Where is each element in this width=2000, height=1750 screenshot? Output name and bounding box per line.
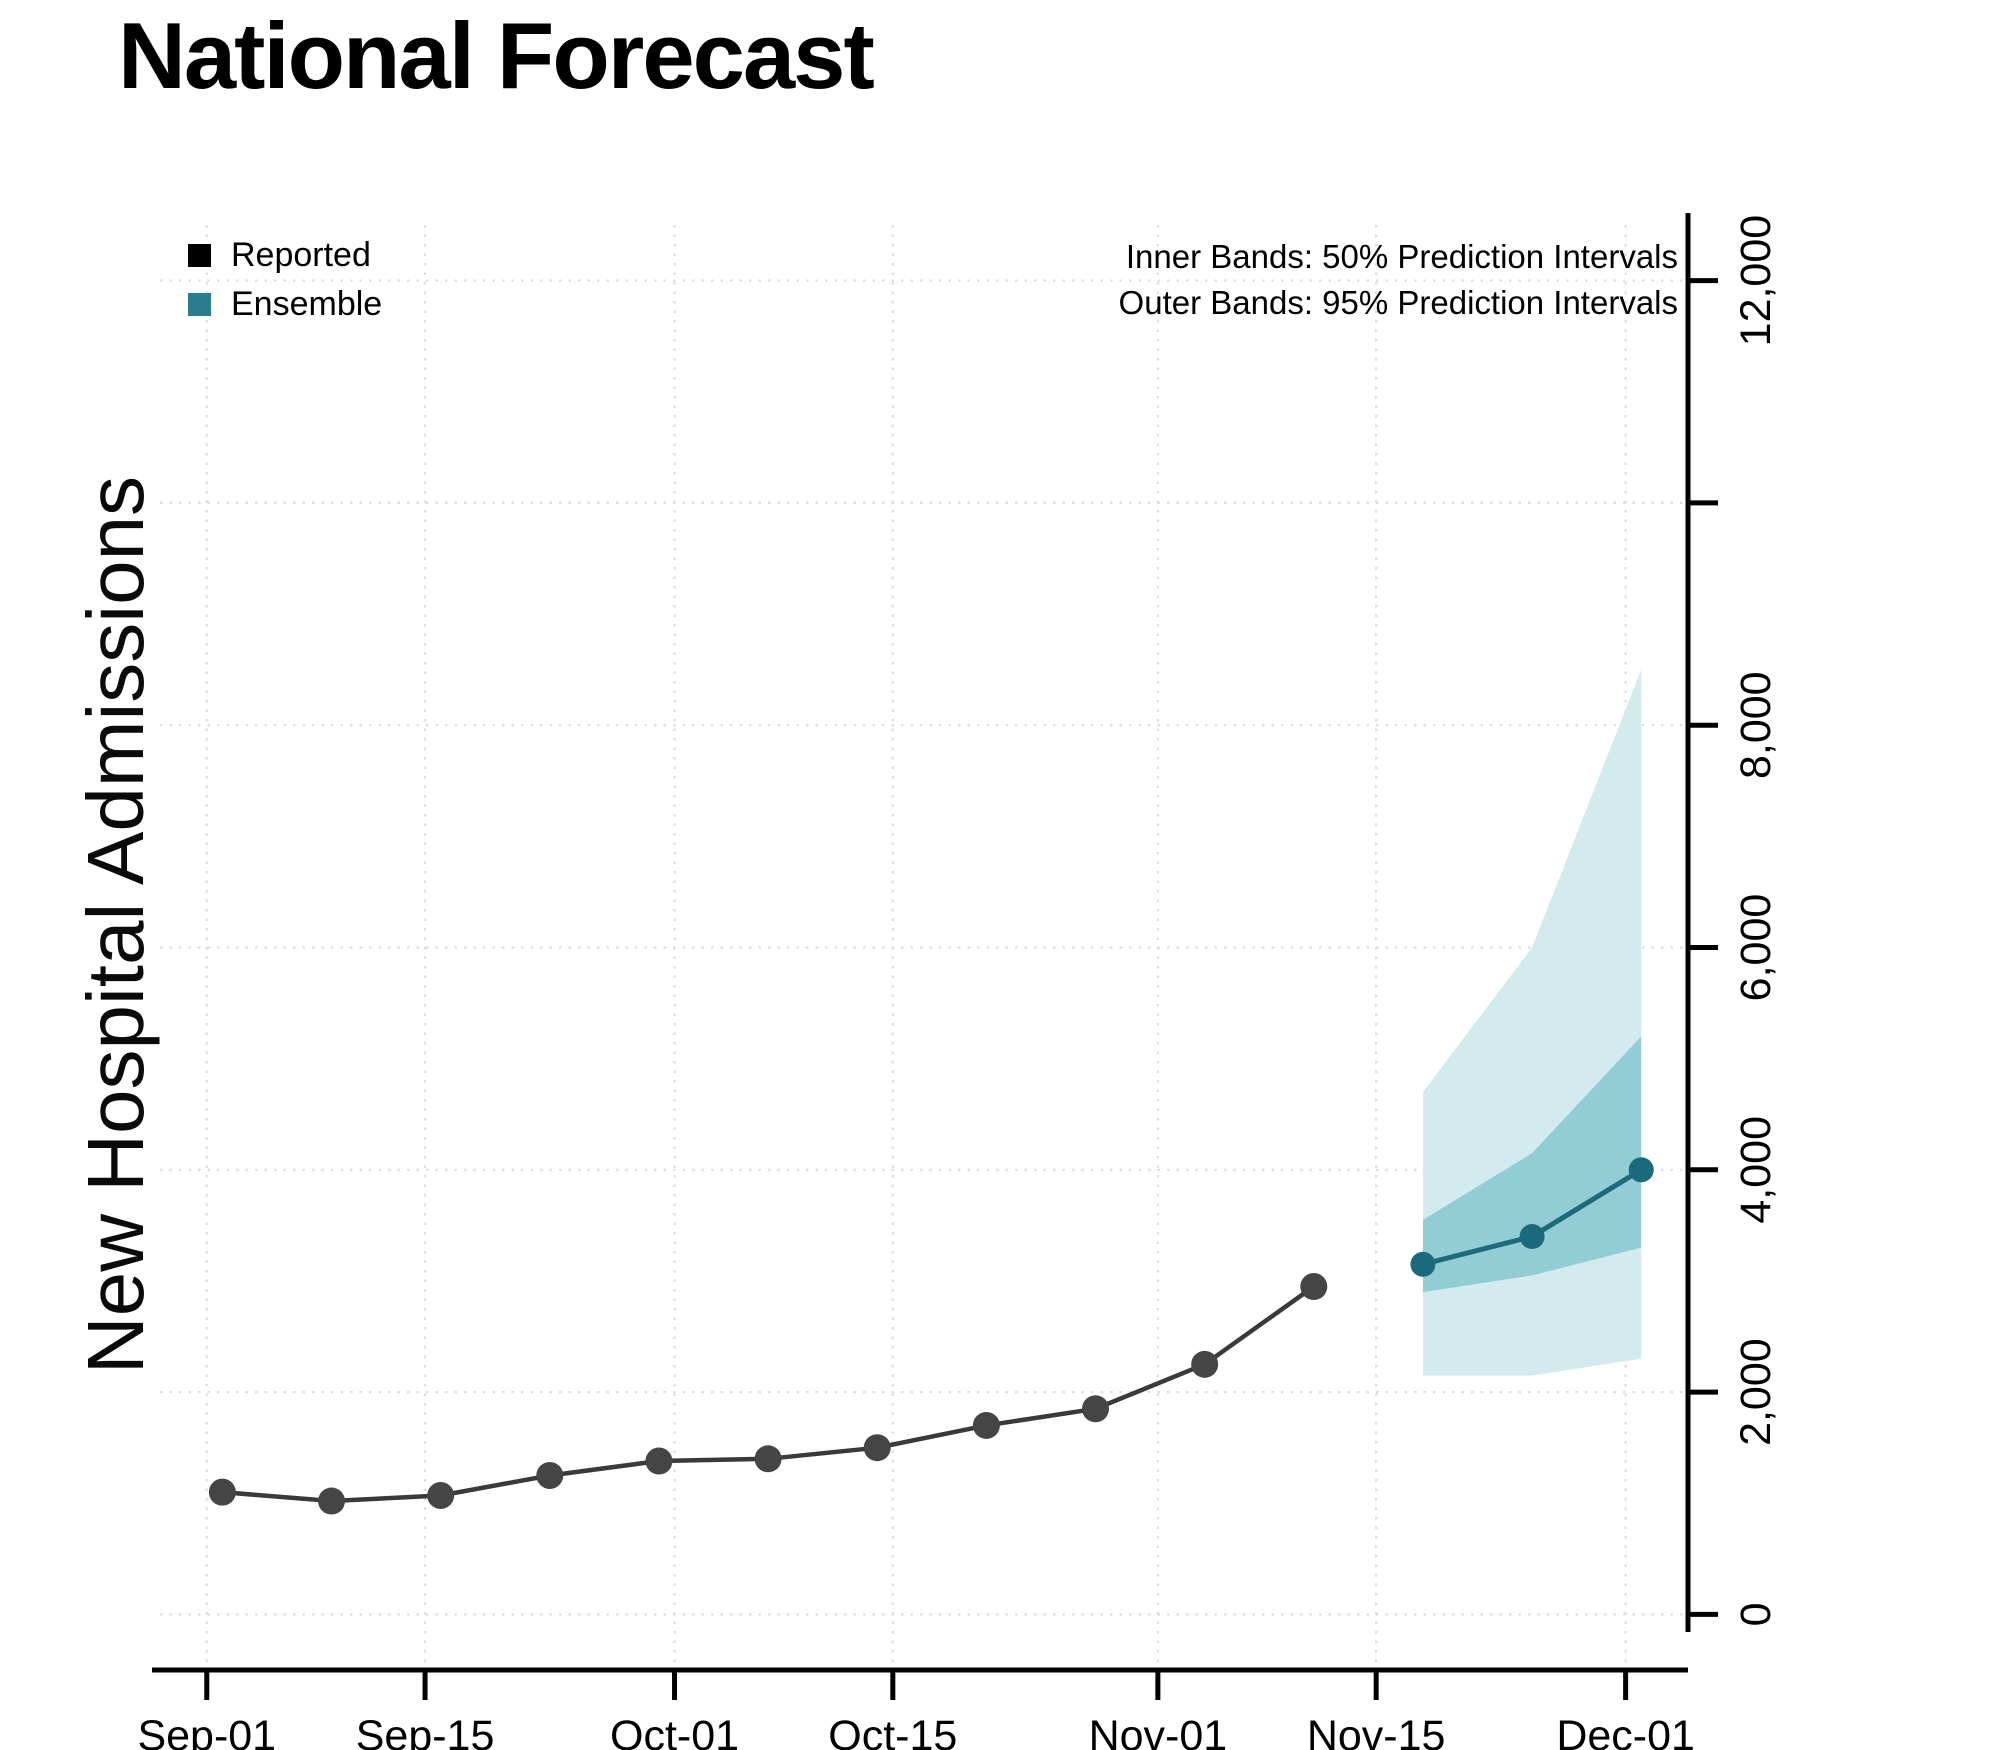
reported-point [318,1487,346,1515]
x-tick-label: Dec-01 [1556,1712,1695,1750]
y-tick-label: 12,000 [1732,215,1780,347]
y-tick-label: 6,000 [1732,894,1780,1002]
legend-label-reported: Reported [231,236,371,274]
legend-label-ensemble: Ensemble [231,285,383,323]
inner-50-band [1422,1036,1642,1293]
y-tick-label: 8,000 [1732,671,1780,779]
x-tick-label: Oct-01 [610,1712,739,1750]
reported-point [863,1434,891,1462]
legend-item-ensemble: Ensemble [188,285,382,324]
x-tick-label: Oct-15 [828,1712,957,1750]
reported-point [208,1478,236,1506]
inner-band-note: Inner Bands: 50% Prediction Intervals [1125,238,1678,275]
reported-point [1300,1273,1328,1301]
reported-point [1082,1395,1110,1423]
reported-swatch-icon [188,244,211,267]
ensemble-point [1410,1251,1436,1277]
reported-point [536,1461,564,1489]
prediction-interval-notes: Inner Bands: 50% Prediction Intervals Ou… [1119,234,1678,326]
reported-point [754,1445,782,1473]
reported-point [972,1411,1000,1439]
y-tick-label: 0 [1732,1602,1780,1626]
x-tick-label: Nov-15 [1307,1712,1446,1750]
outer-band-note: Outer Bands: 95% Prediction Intervals [1118,284,1678,322]
ensemble-swatch-icon [188,293,211,316]
y-tick-label: 2,000 [1732,1338,1780,1446]
reported-point [645,1447,673,1475]
y-tick-label: 4,000 [1732,1116,1780,1224]
reported-point [427,1481,455,1509]
chart-title: National Forecast [118,3,875,108]
legend-item-reported: Reported [188,236,382,275]
ensemble-point [1628,1157,1654,1183]
reported-point [1191,1350,1219,1378]
x-tick-label: Sep-15 [356,1712,495,1750]
legend: Reported Ensemble [188,236,382,324]
x-tick-label: Sep-01 [137,1712,276,1750]
ensemble-point [1519,1224,1545,1249]
x-tick-label: Nov-01 [1089,1712,1228,1750]
